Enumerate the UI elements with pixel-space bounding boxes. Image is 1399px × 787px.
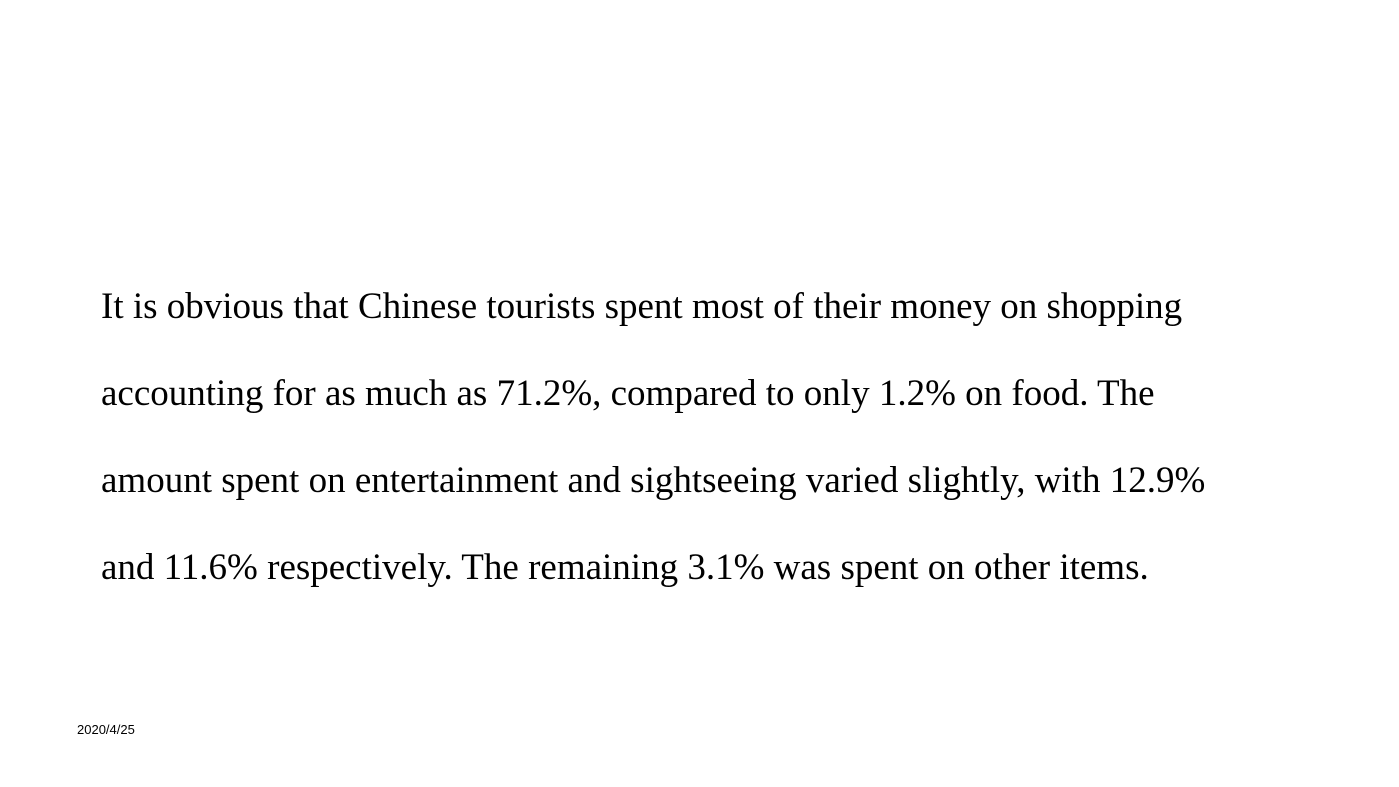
- paragraph-line: It is obvious that Chinese tourists spen…: [101, 286, 1183, 327]
- slide-date: 2020/4/25: [77, 722, 135, 737]
- paragraph-line: and 11.6% respectively. The remaining 3.…: [101, 547, 1149, 588]
- paragraph-line: accounting for as much as 71.2%, compare…: [101, 373, 1155, 414]
- paragraph-line: amount spent on entertainment and sights…: [101, 460, 1206, 501]
- body-paragraph: It is obvious that Chinese tourists spen…: [101, 263, 1361, 611]
